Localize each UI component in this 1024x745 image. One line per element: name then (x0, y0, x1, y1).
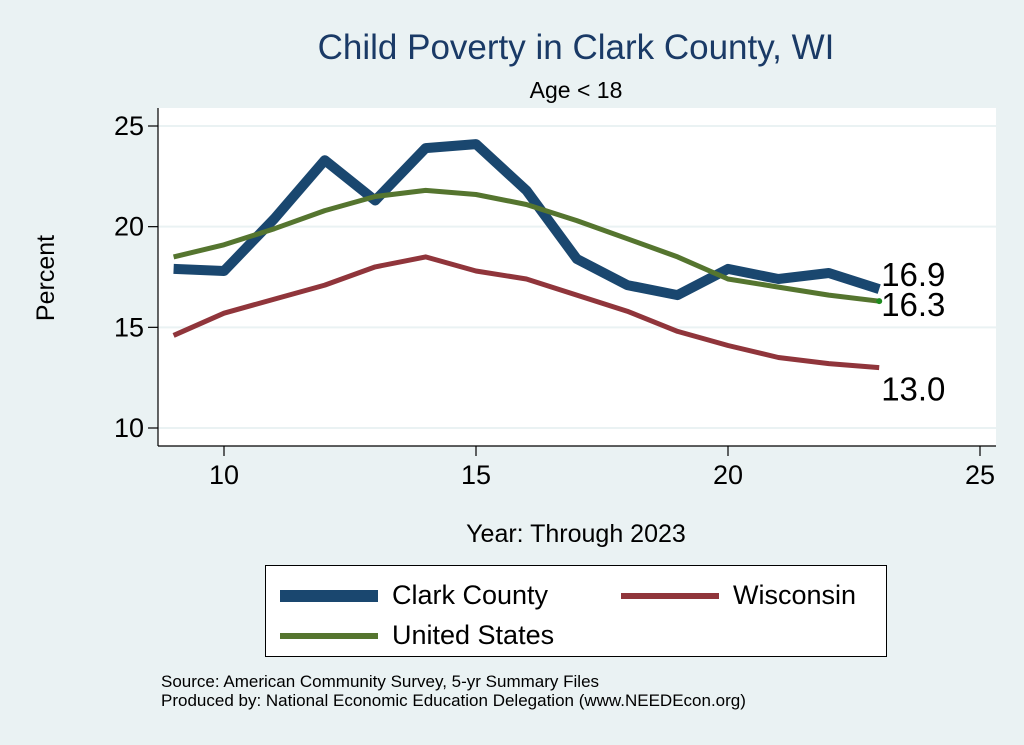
plot-area (158, 108, 996, 446)
legend-item-wisconsin: Wisconsin (621, 580, 856, 611)
x-tick-label: 20 (713, 460, 743, 490)
series-lines (172, 139, 883, 371)
end-label-united-states: 16.3 (881, 286, 945, 323)
legend-label-wisconsin: Wisconsin (733, 580, 857, 610)
series-line-clark-county (173, 139, 881, 301)
legend-swatch-clark-county (280, 589, 378, 602)
series-line-wisconsin (172, 254, 880, 371)
end-label-wisconsin: 13.0 (881, 371, 945, 408)
producer-line: Produced by: National Economic Education… (161, 691, 746, 710)
end-label-clark-county: 16.9 (881, 256, 945, 293)
chart-subtitle: Age < 18 (530, 77, 623, 103)
source-note: Source: American Community Survey, 5-yr … (161, 672, 746, 710)
series-line-united-states (173, 187, 880, 304)
gridlines (158, 125, 996, 429)
x-tick-label: 10 (209, 460, 239, 490)
y-tick-label: 10 (114, 413, 144, 443)
x-axis-title: Year: Through 2023 (466, 520, 686, 548)
legend: Clark County Wisconsin United States (265, 565, 887, 657)
legend-item-clark-county: Clark County (280, 580, 548, 611)
legend-item-united-states: United States (280, 620, 554, 651)
series-endpoint-united-states (876, 298, 883, 305)
y-tick-label: 20 (114, 212, 144, 242)
legend-label-clark-county: Clark County (392, 580, 549, 610)
x-tick-label: 15 (461, 460, 491, 490)
legend-swatch-united-states (280, 632, 378, 639)
y-tick-label: 15 (114, 312, 144, 342)
y-tick-label: 25 (114, 111, 144, 141)
y-axis-title: Percent (32, 235, 60, 321)
legend-label-united-states: United States (392, 620, 555, 650)
end-labels: 16.9 13.0 16.3 (881, 256, 945, 408)
axes: 10 15 20 25 10 15 20 25 (114, 108, 996, 490)
chart-title: Child Poverty in Clark County, WI (318, 28, 835, 67)
legend-swatch-wisconsin (621, 592, 719, 599)
source-line: Source: American Community Survey, 5-yr … (161, 672, 600, 691)
x-tick-label: 25 (965, 460, 995, 490)
